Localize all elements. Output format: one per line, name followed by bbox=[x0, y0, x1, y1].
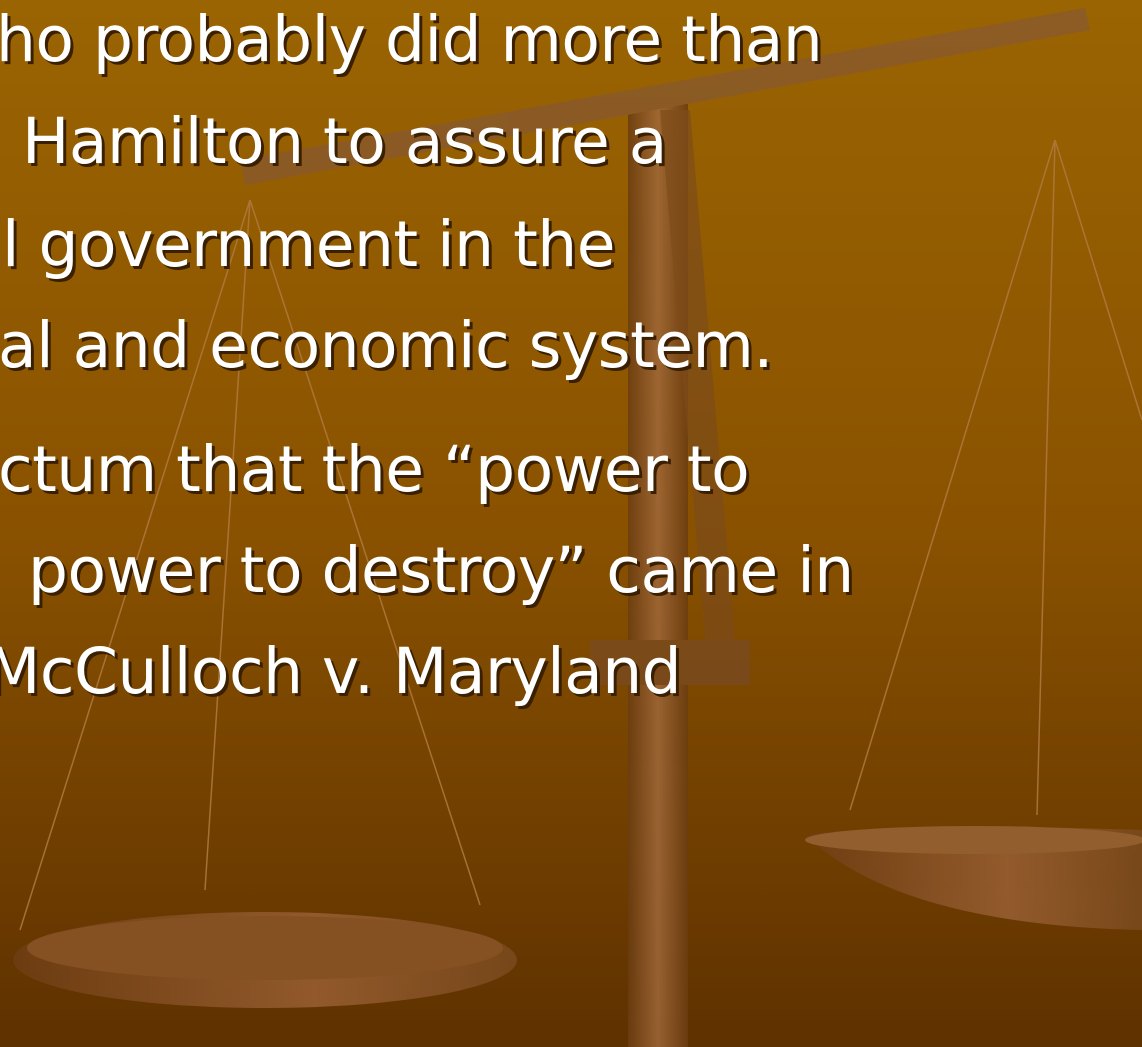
text-line: power to destroy” came in bbox=[28, 539, 854, 602]
slide: ho probably did more than Hamilton to as… bbox=[0, 0, 1142, 1047]
text-line: Hamilton to assure a bbox=[22, 110, 667, 173]
text-line: al and economic system. bbox=[0, 314, 773, 377]
text-line: l government in the bbox=[2, 213, 615, 276]
text-line: ho probably did more than bbox=[0, 8, 822, 71]
text-line: ctum that the “power to bbox=[0, 438, 749, 501]
text-line: McCulloch v. Maryland bbox=[0, 640, 681, 703]
